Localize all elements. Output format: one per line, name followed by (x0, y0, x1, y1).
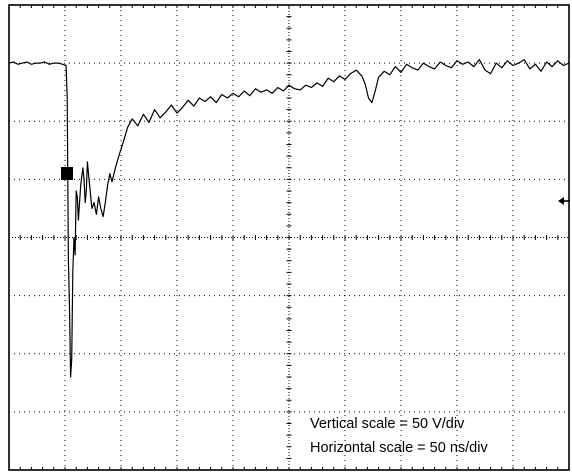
trigger-marker (61, 167, 73, 180)
horizontal-scale-annotation: Horizontal scale = 50 ns/div (310, 440, 488, 456)
vertical-scale-annotation: Vertical scale = 50 V/div (310, 416, 465, 432)
graticule-grid (9, 5, 569, 470)
ground-reference-arrow-icon (558, 197, 570, 205)
waveform-trace (8, 59, 570, 378)
